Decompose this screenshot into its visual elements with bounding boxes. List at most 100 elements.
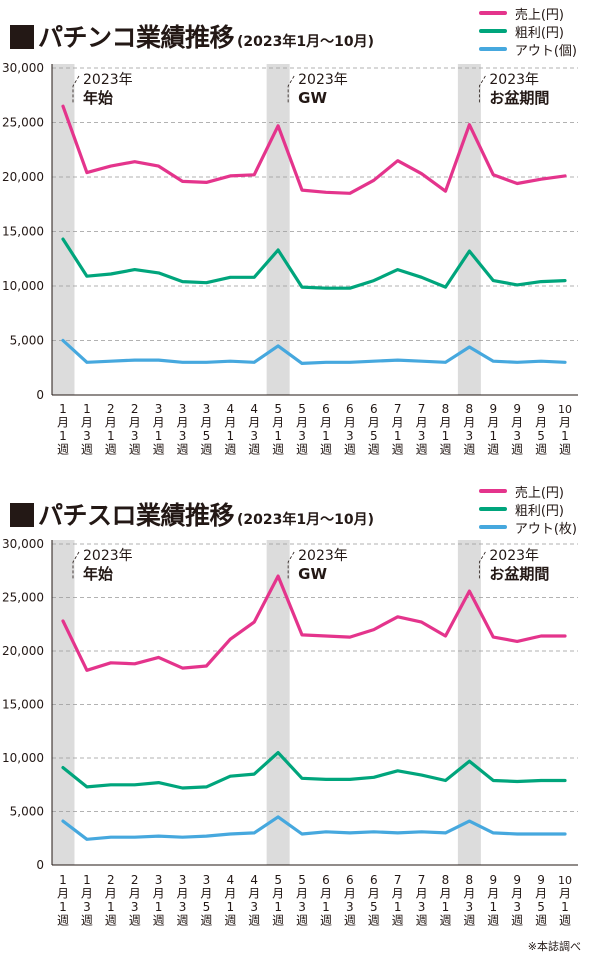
x-tick-label-part: 3: [155, 402, 163, 416]
chart-title: パチスロ業績推移 (2023年1月〜10月): [10, 496, 374, 532]
x-tick-label-part: 月: [416, 416, 428, 430]
y-tick-label: 10,000: [2, 751, 44, 765]
legend-item-out: アウト(個): [478, 40, 577, 59]
x-tick-label-part: 週: [200, 443, 212, 457]
annotation-year: 2023年: [83, 548, 133, 564]
x-tick-label-part: 5: [370, 429, 378, 443]
x-tick-label-part: 8: [466, 402, 474, 416]
y-tick-label: 25,000: [2, 591, 44, 605]
legend-label-profit: 粗利(円): [514, 25, 564, 41]
x-tick-label-part: 3: [466, 900, 474, 914]
x-tick-label-part: 1: [274, 900, 282, 914]
annotation-leader: [287, 551, 295, 580]
annotation-label: お盆期間: [489, 89, 549, 107]
x-tick-label-part: 5: [203, 900, 211, 914]
x-tick-label-part: 月: [320, 416, 332, 430]
x-tick-label-part: 週: [177, 443, 189, 457]
x-tick-label-part: 週: [296, 914, 308, 928]
x-tick-label-part: 1: [561, 429, 569, 443]
x-tick-label-part: 週: [368, 443, 380, 457]
x-tick-label-part: 5: [274, 873, 282, 887]
x-tick-label-part: 2: [131, 873, 139, 887]
x-tick-label-part: 月: [296, 887, 308, 901]
x-tick-label-part: 1: [489, 900, 497, 914]
x-tick-label-part: 9: [513, 402, 521, 416]
x-tick-label-part: 3: [179, 402, 187, 416]
chart-title-text: パチスロ業績推移: [38, 501, 235, 530]
annotation-label: お盆期間: [489, 565, 549, 583]
x-tick-label-part: 3: [179, 900, 187, 914]
x-tick-label-part: 月: [177, 887, 189, 901]
x-tick-label-part: 1: [227, 900, 235, 914]
x-tick-label-part: 3: [346, 429, 354, 443]
x-tick-label-part: 1: [274, 429, 282, 443]
x-tick-label-part: 月: [57, 887, 69, 901]
x-tick-label-part: 週: [129, 914, 141, 928]
x-tick-label-part: 月: [320, 887, 332, 901]
x-tick-label-part: 週: [344, 914, 356, 928]
x-tick-label-part: 月: [463, 416, 475, 430]
x-tick-label-part: 7: [418, 402, 426, 416]
pachislot-chart-panel: パチスロ業績推移 (2023年1月〜10月) 売上(円) 粗利(円) アウト(枚…: [0, 478, 591, 958]
x-tick-label-part: 1: [155, 429, 163, 443]
x-tick-label-part: 週: [105, 914, 117, 928]
x-tick-label-part: 3: [203, 873, 211, 887]
x-tick-label-part: 月: [344, 887, 356, 901]
annotation-leader: [478, 75, 486, 104]
annotation-label: 年始: [83, 565, 113, 583]
x-tick-label-part: 週: [296, 443, 308, 457]
annotation-label: 年始: [83, 89, 113, 107]
x-tick-label-part: 1: [155, 900, 163, 914]
annotation-leader: [72, 75, 80, 104]
x-tick-label-part: 週: [559, 443, 571, 457]
x-tick-label-part: 7: [418, 873, 426, 887]
legend-swatch-sales: [478, 11, 507, 15]
x-tick-label-part: 週: [81, 443, 93, 457]
x-tick-label-part: 月: [392, 416, 404, 430]
x-tick-label-part: 4: [227, 873, 235, 887]
x-tick-label-part: 週: [153, 443, 165, 457]
chart-title-text: パチンコ業績推移: [38, 23, 235, 52]
legend-label-profit: 粗利(円): [514, 503, 564, 519]
annotation-leader: [72, 551, 80, 580]
x-tick-label-part: 3: [179, 873, 187, 887]
x-tick-label-part: 月: [535, 887, 547, 901]
y-tick-label: 20,000: [2, 644, 44, 658]
x-tick-label-part: 2: [107, 873, 115, 887]
y-tick-label: 25,000: [2, 116, 44, 130]
y-tick-label: 20,000: [2, 170, 44, 184]
x-tick-label-part: 3: [418, 429, 426, 443]
x-tick-label-part: 週: [224, 914, 236, 928]
x-tick-label-part: 月: [153, 887, 165, 901]
x-tick-label-part: 10: [558, 874, 572, 887]
annotation-label: GW: [298, 565, 327, 583]
x-tick-label-part: 6: [322, 873, 330, 887]
x-tick-label-part: 9: [489, 402, 497, 416]
legend-label-sales: 売上(円): [514, 7, 564, 23]
x-tick-label-part: 5: [537, 429, 545, 443]
y-tick-label: 15,000: [2, 698, 44, 712]
x-tick-label-part: 月: [439, 887, 451, 901]
x-tick-label-part: 月: [463, 887, 475, 901]
chart-legend: 売上(円) 粗利(円) アウト(枚): [478, 482, 577, 537]
title-square-icon: [10, 25, 34, 49]
x-tick-label-part: 週: [463, 914, 475, 928]
highlight-band: [51, 64, 75, 395]
legend-label-out: アウト(枚): [514, 521, 577, 537]
x-tick-label-part: 週: [463, 443, 475, 457]
series-line-sales: [61, 104, 567, 195]
y-tick-label: 5,000: [10, 805, 44, 819]
